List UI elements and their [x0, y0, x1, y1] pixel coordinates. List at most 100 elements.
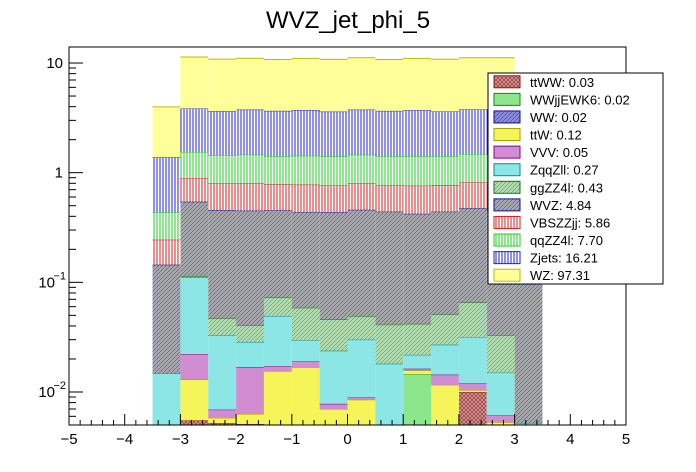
bar-ttW-bin-3 — [236, 413, 264, 425]
bar-VVV-bin-9 — [403, 368, 432, 371]
legend: ttWW: 0.03 WWjjEWK6: 0.02 WW: 0.02 ttW: 0.1… — [487, 72, 664, 285]
bar-qqZZ4l-bin-11 — [458, 154, 487, 183]
legend-label-qqZZ4l: qqZZ4l: 7.70 — [530, 233, 603, 248]
bar-Zjets-bin-10 — [431, 111, 459, 157]
bar-VBSZZjj-bin-5 — [291, 184, 320, 212]
legend-label-VVV: VVV: 0.05 — [530, 145, 588, 160]
y-tick-label: 1 — [55, 165, 63, 182]
bar-ggZZ4l-bin-5 — [291, 307, 320, 341]
legend-swatch-WVZ — [493, 198, 521, 212]
bar-WZ-bin-10 — [431, 59, 459, 112]
bar-WWjjEWK6-bin-9 — [403, 374, 432, 425]
bar-WVZ-bin-1 — [180, 201, 209, 277]
bar-ttWW-bin-11 — [458, 391, 487, 425]
bar-Zjets-bin-4 — [263, 110, 292, 157]
bar-WZ-bin-6 — [319, 59, 348, 112]
legend-swatch-VBSZZjj — [493, 215, 521, 229]
y-tick-label: 10 — [38, 274, 55, 291]
histogram-bars — [152, 56, 543, 425]
bar-VVV-bin-2 — [208, 409, 237, 418]
legend-swatch-ggZZ4l — [493, 180, 521, 194]
bar-ggZZ4l-bin-9 — [403, 323, 432, 355]
bar-qqZZ4l-bin-4 — [263, 156, 292, 185]
x-tick-label: 3 — [510, 431, 518, 448]
legend-label-ttWW: ttWW: 0.03 — [530, 75, 594, 90]
bar-Zjets-bin-6 — [319, 111, 348, 157]
bar-VVV-bin-12 — [486, 415, 515, 423]
bar-ZqqZll-bin-4 — [263, 316, 292, 367]
legend-swatch-ttWW — [493, 75, 521, 89]
bar-ggZZ4l-bin-10 — [431, 314, 459, 345]
bar-WVZ-bin-2 — [208, 209, 237, 319]
x-axis: −5 −4 −3 −2 −1 0 1 2 3 4 5 — [60, 414, 630, 448]
bar-VBSZZjj-bin-2 — [208, 183, 237, 210]
bar-Zjets-bin-2 — [208, 111, 237, 156]
y-tick-exponent: −2 — [53, 380, 66, 392]
series-ttWW — [180, 391, 487, 425]
bar-ttW-bin-10 — [431, 384, 459, 425]
bar-ZqqZll-bin-3 — [236, 341, 264, 368]
bar-ZqqZll-bin-12 — [486, 372, 515, 416]
x-tick-label: 5 — [622, 431, 630, 448]
y-tick-label: 10 — [38, 384, 55, 401]
bar-ZqqZll-bin-8 — [375, 363, 404, 425]
legend-label-Zjets: Zjets: 16.21 — [530, 251, 598, 266]
bar-WZ-bin-7 — [347, 57, 376, 110]
bar-WZ-bin-1 — [180, 57, 209, 109]
legend-label-ZqqZll: ZqqZll: 0.27 — [530, 163, 599, 178]
bar-ZqqZll-bin-6 — [319, 350, 348, 404]
bar-VBSZZjj-bin-9 — [403, 185, 432, 214]
x-tick-label: −5 — [60, 431, 77, 448]
bar-WVZ-bin-11 — [458, 208, 487, 303]
legend-swatch-ZqqZll — [493, 163, 521, 177]
bar-qqZZ4l-bin-3 — [236, 154, 264, 184]
bar-WVZ-bin-8 — [375, 211, 404, 325]
y-tick-label: 10 — [46, 55, 63, 72]
legend-label-VBSZZjj: VBSZZjj: 5.86 — [530, 215, 610, 230]
bar-qqZZ4l-bin-8 — [375, 156, 404, 186]
bar-qqZZ4l-bin-10 — [431, 156, 459, 186]
legend-swatch-Zjets — [493, 251, 521, 265]
bar-ttW-bin-5 — [291, 367, 320, 425]
x-tick-label: −3 — [172, 431, 189, 448]
legend-box — [487, 72, 664, 285]
bar-ttWW-bin-2 — [208, 423, 237, 425]
legend-swatch-WZ — [493, 268, 521, 282]
legend-label-ttW: ttW: 0.12 — [530, 128, 582, 143]
bar-WZ-bin-8 — [375, 59, 404, 111]
bar-ttW-bin-11 — [458, 390, 487, 392]
bar-Zjets-bin-8 — [375, 110, 404, 157]
bar-VVV-bin-6 — [319, 403, 348, 409]
bar-VBSZZjj-bin-8 — [375, 185, 404, 212]
bar-WZ-bin-4 — [263, 59, 292, 111]
series-VVV — [180, 353, 515, 423]
legend-label-WVZ: WVZ: 4.84 — [530, 198, 591, 213]
bar-ttW-bin-12 — [486, 422, 515, 425]
bar-ggZZ4l-bin-3 — [236, 325, 264, 342]
bar-ggZZ4l-bin-7 — [347, 316, 376, 340]
bar-ZqqZll-bin-0 — [152, 373, 181, 425]
bar-WVZ-bin-3 — [236, 210, 264, 326]
bar-WZ-bin-0 — [152, 106, 181, 158]
bar-ggZZ4l-bin-6 — [319, 319, 348, 351]
bar-ZqqZll-bin-13 — [514, 423, 543, 425]
x-tick-label: 1 — [399, 431, 407, 448]
bar-Zjets-bin-5 — [291, 110, 320, 156]
bar-Zjets-bin-9 — [403, 110, 432, 157]
bar-WVZ-bin-6 — [319, 212, 348, 320]
bar-VBSZZjj-bin-1 — [180, 178, 209, 202]
bar-ZqqZll-bin-2 — [208, 335, 237, 410]
legend-swatch-ttW — [493, 128, 521, 142]
bar-VVV-bin-5 — [291, 361, 320, 368]
bar-ZqqZll-bin-9 — [403, 354, 432, 369]
bar-WZ-bin-9 — [403, 58, 432, 111]
bar-WVZ-bin-0 — [152, 264, 181, 374]
bar-ZqqZll-bin-5 — [291, 340, 320, 362]
bar-WVZ-bin-5 — [291, 211, 320, 308]
bar-ttW-bin-9 — [403, 370, 432, 375]
bar-ttW-bin-6 — [319, 408, 348, 425]
bar-VVV-bin-7 — [347, 397, 376, 400]
bar-ttW-bin-2 — [208, 417, 237, 424]
bar-ttW-bin-7 — [347, 399, 376, 425]
